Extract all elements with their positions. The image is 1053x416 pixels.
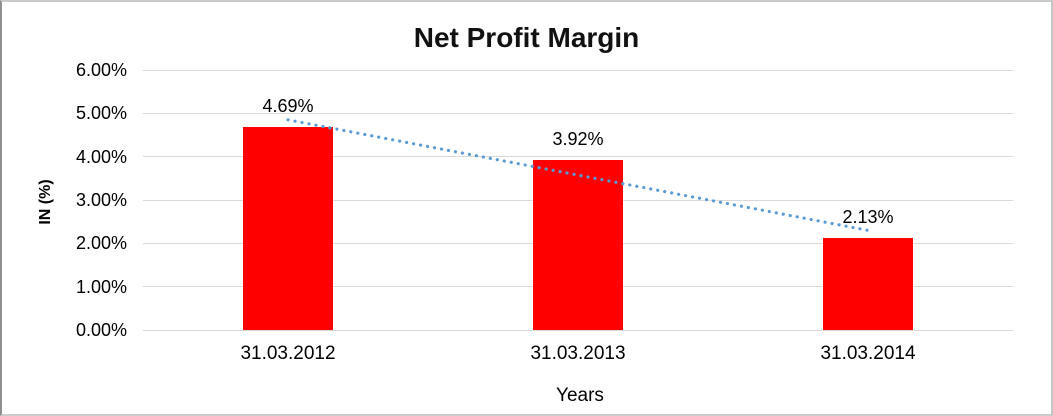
gridline xyxy=(143,69,1013,71)
y-axis-tick-label: 0.00% xyxy=(75,320,127,340)
y-axis-tick-label: 6.00% xyxy=(75,60,127,80)
y-axis-tick-label: 2.00% xyxy=(75,233,127,254)
x-axis-title: Years xyxy=(556,385,604,406)
y-axis-tick-label: 3.00% xyxy=(75,190,127,210)
y-axis-tick-label: 4.00% xyxy=(75,146,127,167)
bar xyxy=(243,126,333,330)
x-axis-tick-label: 31.03.2013 xyxy=(530,343,626,364)
gridline xyxy=(143,329,1013,331)
data-label: 3.92% xyxy=(552,129,604,150)
data-label: 4.69% xyxy=(262,95,314,116)
chart-title: Net Profit Margin xyxy=(413,22,640,53)
bar xyxy=(823,237,913,330)
gridline xyxy=(143,112,1013,114)
bar xyxy=(533,160,623,330)
y-axis-tick-label: 5.00% xyxy=(75,103,127,124)
y-axis-tick-label: 1.00% xyxy=(75,276,127,297)
x-axis-tick-label: 31.03.2014 xyxy=(820,343,916,364)
data-label: 2.13% xyxy=(842,206,894,227)
x-axis-tick-label: 31.03.2012 xyxy=(240,343,336,364)
